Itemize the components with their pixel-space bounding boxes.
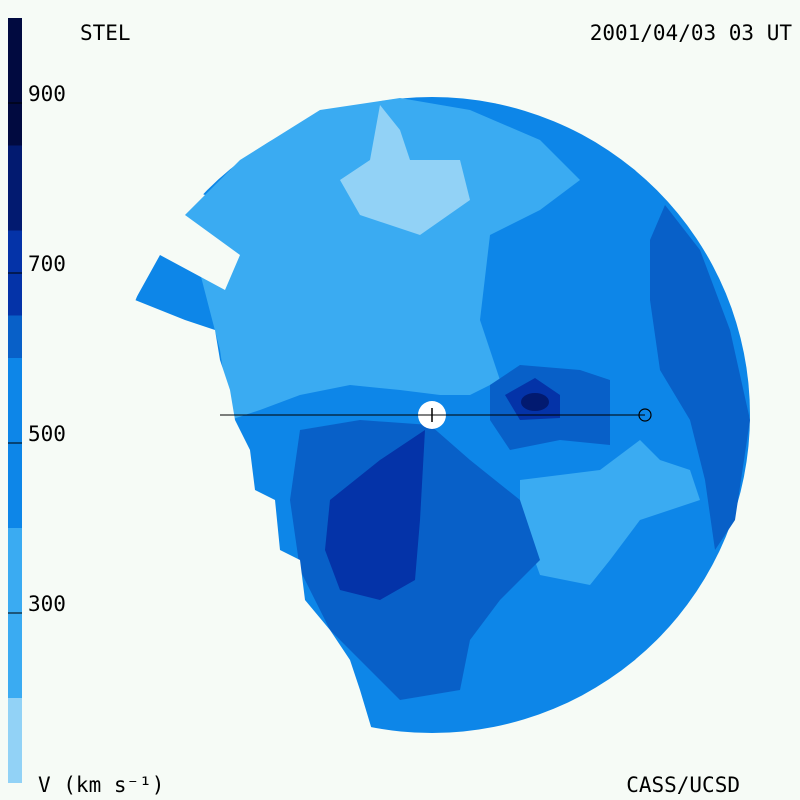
velocity-map [100,97,750,760]
colorbar: 300 500 700 900 [8,18,66,783]
colorbar-band [8,315,22,358]
contour-light [185,98,580,420]
observatory-label: STEL [80,21,131,45]
contour-darkest [521,393,549,411]
credit-label: CASS/UCSD [626,773,740,797]
colorbar-tick-label: 300 [28,592,66,616]
date-label: 2001/04/03 03 UT [590,21,793,45]
colorbar-tick-label: 500 [28,422,66,446]
colorbar-band [8,698,22,783]
colorbar-band [8,145,22,231]
earth [638,408,652,422]
colorbar-unit: V (km s⁻¹) [38,773,164,797]
contour-dark [650,205,750,550]
contour-light [520,440,700,585]
colorbar-tick-label: 700 [28,252,66,276]
contour-lightest [340,105,470,235]
contour-darker [325,430,425,600]
no-data-region [100,150,375,760]
colorbar-band [8,18,22,146]
colorbar-tick-label: 900 [28,82,66,106]
